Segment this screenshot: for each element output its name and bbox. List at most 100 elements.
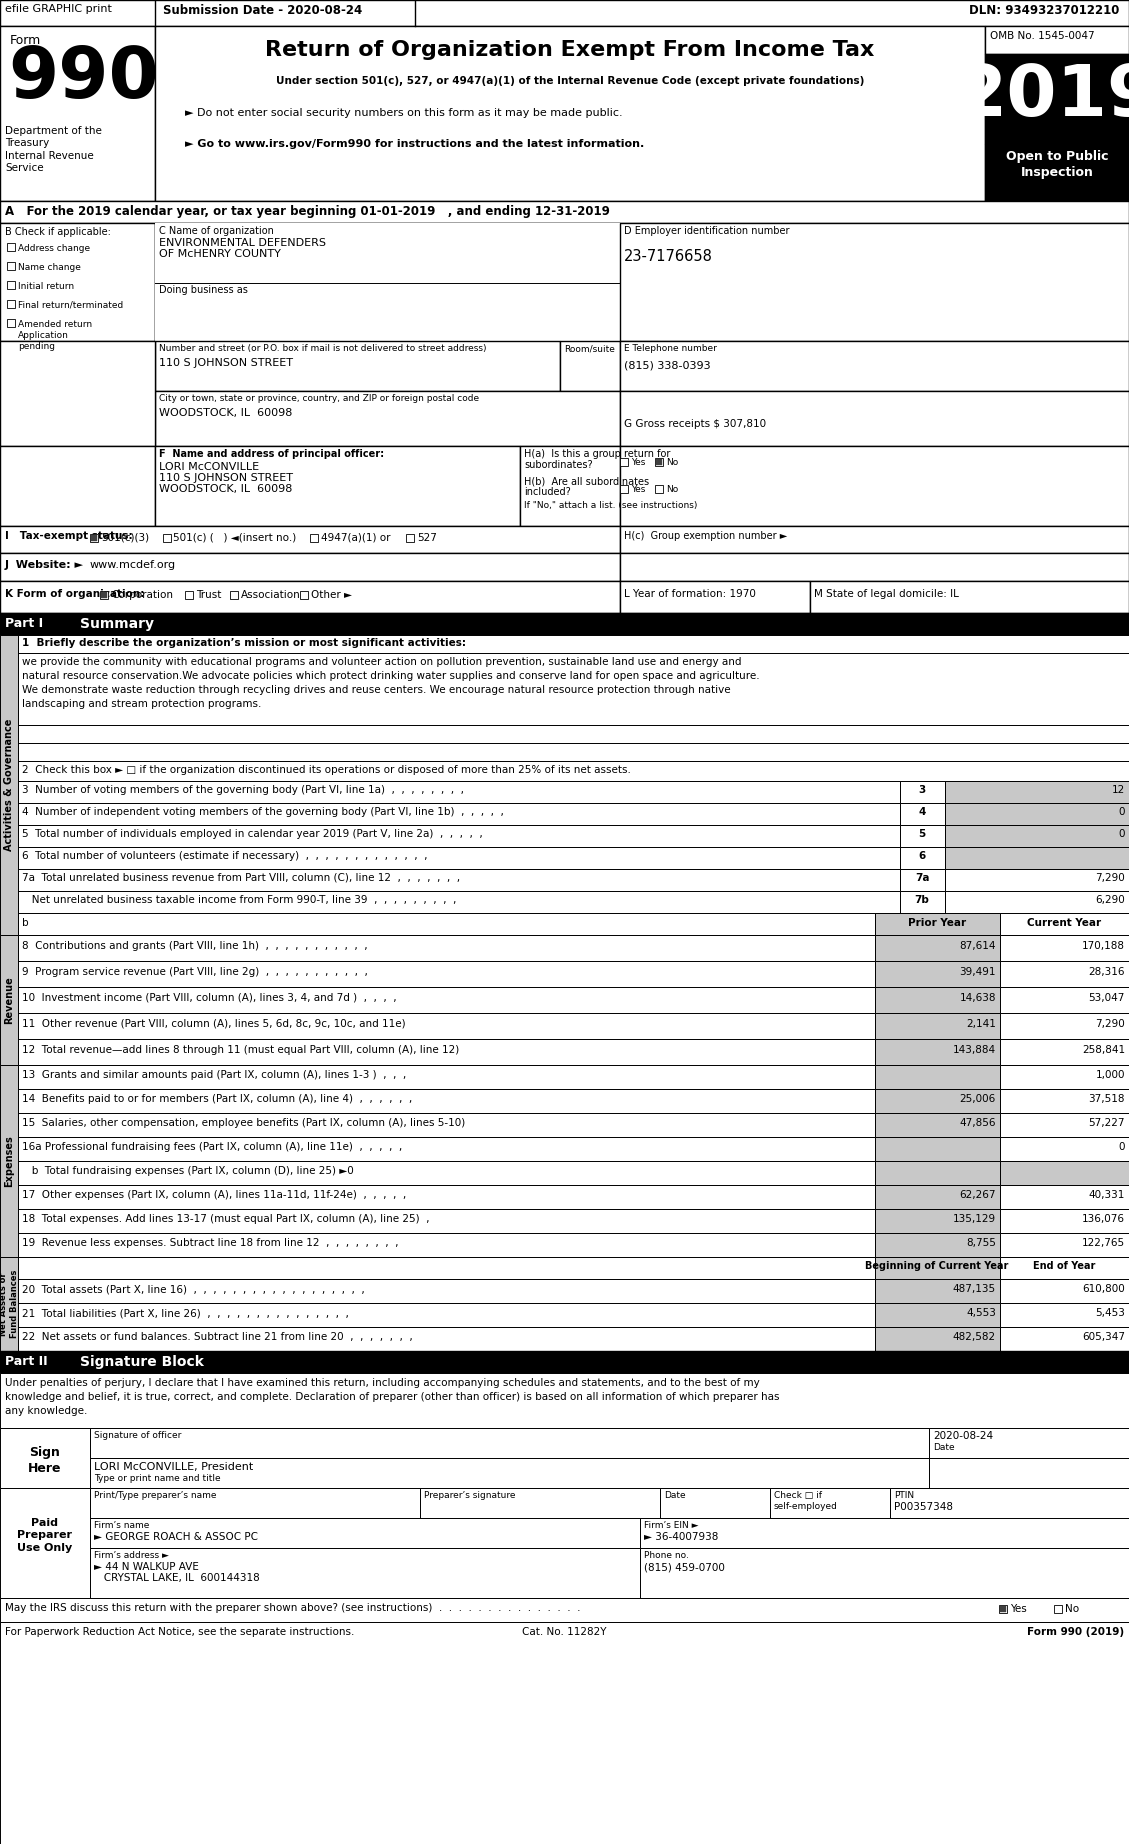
Text: Association: Association: [240, 590, 300, 599]
Text: 5  Total number of individuals employed in calendar year 2019 (Part V, line 2a) : 5 Total number of individuals employed i…: [21, 830, 483, 839]
Bar: [875, 1258, 1000, 1280]
Bar: [18, 1038, 875, 1066]
Text: Department of the
Treasury
Internal Revenue
Service: Department of the Treasury Internal Reve…: [5, 125, 102, 173]
Bar: [1000, 1090, 1129, 1114]
Bar: [0, 526, 620, 553]
Text: Form: Form: [10, 33, 42, 46]
Text: 12: 12: [1112, 786, 1124, 795]
Bar: [875, 1162, 1000, 1186]
Text: included?: included?: [524, 487, 571, 498]
Text: 2019: 2019: [956, 63, 1129, 131]
Text: 62,267: 62,267: [960, 1189, 996, 1200]
Bar: [90, 1459, 929, 1488]
Text: WOODSTOCK, IL  60098: WOODSTOCK, IL 60098: [159, 483, 292, 494]
Text: 501(c)(3): 501(c)(3): [100, 533, 149, 542]
Bar: [1000, 1114, 1129, 1138]
Bar: [18, 869, 900, 891]
Text: May the IRS discuss this return with the preparer shown above? (see instructions: May the IRS discuss this return with the…: [5, 1602, 580, 1614]
Bar: [1000, 1162, 1129, 1186]
Text: Firm’s name: Firm’s name: [94, 1521, 149, 1531]
Text: Yes: Yes: [631, 485, 646, 494]
Text: P00357348: P00357348: [894, 1503, 953, 1512]
Text: 23-7176658: 23-7176658: [624, 249, 712, 264]
Bar: [18, 935, 875, 961]
Text: H(b)  Are all subordinates: H(b) Are all subordinates: [524, 476, 649, 487]
Bar: [620, 446, 1129, 526]
Text: End of Year: End of Year: [1033, 1261, 1095, 1271]
Bar: [18, 913, 875, 935]
Bar: [18, 802, 900, 824]
Bar: [7, 262, 15, 269]
Bar: [900, 891, 945, 913]
Bar: [18, 1114, 875, 1138]
Text: Name change: Name change: [18, 264, 81, 273]
Text: (815) 459-0700: (815) 459-0700: [644, 1562, 725, 1571]
Text: 4: 4: [918, 808, 926, 817]
Text: Signature of officer: Signature of officer: [94, 1431, 182, 1440]
Bar: [1000, 1280, 1129, 1304]
Bar: [18, 1186, 875, 1210]
Bar: [7, 243, 15, 251]
Bar: [90, 1518, 640, 1547]
Text: 25,006: 25,006: [960, 1093, 996, 1105]
Text: Submission Date - 2020-08-24: Submission Date - 2020-08-24: [163, 4, 362, 17]
Text: 135,129: 135,129: [953, 1213, 996, 1224]
Bar: [520, 446, 620, 526]
Text: 990: 990: [8, 44, 159, 112]
Bar: [0, 1352, 1129, 1374]
Bar: [0, 26, 155, 201]
Text: 143,884: 143,884: [953, 1046, 996, 1055]
Bar: [620, 581, 809, 612]
Text: 40,331: 40,331: [1088, 1189, 1124, 1200]
Bar: [18, 743, 1129, 762]
Bar: [809, 581, 1129, 612]
Text: natural resource conservation.We advocate policies which protect drinking water : natural resource conservation.We advocat…: [21, 671, 760, 680]
Bar: [984, 26, 1129, 53]
Bar: [18, 1258, 875, 1280]
Bar: [890, 1488, 1129, 1518]
Bar: [945, 782, 1129, 802]
Bar: [7, 280, 15, 290]
Text: OMB No. 1545-0047: OMB No. 1545-0047: [990, 31, 1095, 41]
Bar: [0, 612, 1129, 634]
Text: For Paperwork Reduction Act Notice, see the separate instructions.: For Paperwork Reduction Act Notice, see …: [5, 1626, 355, 1637]
Bar: [656, 459, 662, 465]
Text: Current Year: Current Year: [1027, 918, 1101, 928]
Bar: [18, 1090, 875, 1114]
Bar: [984, 144, 1129, 201]
Bar: [0, 1374, 1129, 1427]
Bar: [929, 1427, 1129, 1459]
Bar: [18, 653, 1129, 725]
Text: LORI McCONVILLE, President: LORI McCONVILLE, President: [94, 1462, 253, 1472]
Text: M State of legal domicile: IL: M State of legal domicile: IL: [814, 588, 959, 599]
Bar: [640, 1518, 1129, 1547]
Bar: [18, 846, 900, 869]
Text: Firm’s address ►: Firm’s address ►: [94, 1551, 169, 1560]
Text: If "No," attach a list. (see instructions): If "No," attach a list. (see instruction…: [524, 502, 698, 511]
Bar: [90, 1427, 929, 1459]
Text: 2020-08-24: 2020-08-24: [933, 1431, 994, 1440]
Text: B Check if applicable:: B Check if applicable:: [5, 227, 111, 238]
Text: Summary: Summary: [80, 618, 154, 631]
Bar: [18, 1210, 875, 1234]
Bar: [620, 457, 628, 467]
Bar: [655, 457, 663, 467]
Bar: [945, 824, 1129, 846]
Text: 7,290: 7,290: [1095, 1020, 1124, 1029]
Bar: [900, 802, 945, 824]
Bar: [620, 391, 1129, 446]
Text: Trust: Trust: [196, 590, 221, 599]
Text: 122,765: 122,765: [1082, 1237, 1124, 1248]
Text: Net unrelated business taxable income from Form 990-T, line 39  ,  ,  ,  ,  ,  ,: Net unrelated business taxable income fr…: [21, 894, 456, 905]
Bar: [1000, 1138, 1129, 1162]
Bar: [620, 526, 1129, 553]
Bar: [18, 987, 875, 1012]
Bar: [155, 341, 560, 391]
Text: 1,000: 1,000: [1095, 1070, 1124, 1081]
Text: 482,582: 482,582: [953, 1331, 996, 1342]
Text: I   Tax-exempt status:: I Tax-exempt status:: [5, 531, 132, 540]
Bar: [90, 1488, 420, 1518]
Bar: [1000, 1304, 1129, 1328]
Text: WOODSTOCK, IL  60098: WOODSTOCK, IL 60098: [159, 408, 292, 419]
Text: 9  Program service revenue (Part VIII, line 2g)  ,  ,  ,  ,  ,  ,  ,  ,  ,  ,  ,: 9 Program service revenue (Part VIII, li…: [21, 966, 368, 977]
